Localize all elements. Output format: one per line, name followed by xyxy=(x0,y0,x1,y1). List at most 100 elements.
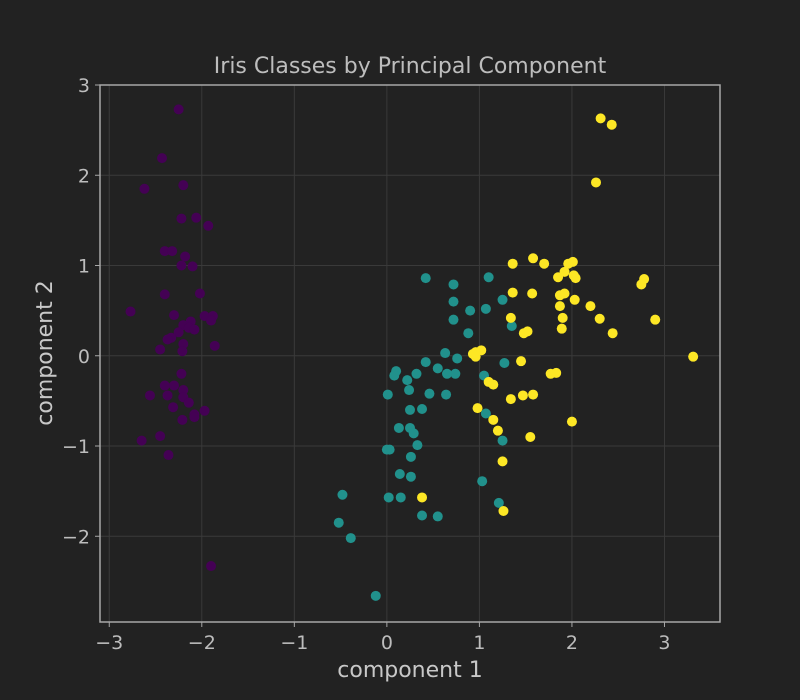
data-point xyxy=(177,414,188,425)
data-point xyxy=(452,353,463,364)
data-point xyxy=(405,451,416,462)
data-point xyxy=(556,323,567,334)
data-point xyxy=(569,294,580,305)
data-point xyxy=(420,357,431,368)
data-point xyxy=(480,303,491,314)
data-point xyxy=(507,258,518,269)
series-3 xyxy=(417,113,699,516)
data-point xyxy=(545,368,556,379)
data-point xyxy=(539,258,550,269)
data-point xyxy=(606,119,617,130)
data-point xyxy=(412,440,423,451)
y-tick-label: −2 xyxy=(62,526,90,548)
data-point xyxy=(497,294,508,305)
data-point xyxy=(554,290,565,301)
x-tick-label: 1 xyxy=(473,632,485,654)
x-axis-label: component 1 xyxy=(337,658,482,683)
data-point xyxy=(178,180,189,191)
data-point xyxy=(527,288,538,299)
data-point xyxy=(594,313,605,324)
data-point xyxy=(472,403,483,414)
axis-ticks: −3 −2 −1 0 1 2 3 −2 −1 0 1 2 3 xyxy=(62,75,671,654)
data-point xyxy=(477,476,488,487)
data-point xyxy=(480,408,491,419)
data-point xyxy=(187,261,198,272)
data-point xyxy=(595,113,606,124)
data-point xyxy=(404,385,415,396)
data-point xyxy=(528,253,539,264)
data-point xyxy=(402,375,413,386)
data-point xyxy=(448,279,459,290)
data-point xyxy=(424,388,435,399)
data-point xyxy=(497,435,508,446)
data-point xyxy=(333,517,344,528)
y-axis-label: component 2 xyxy=(33,280,58,425)
data-point xyxy=(159,380,170,391)
data-point xyxy=(505,312,516,323)
data-point xyxy=(169,310,180,321)
data-point xyxy=(688,351,699,362)
data-point xyxy=(518,328,529,339)
data-point xyxy=(465,305,476,316)
data-point xyxy=(417,492,428,503)
x-tick-label: 0 xyxy=(381,632,393,654)
data-point xyxy=(167,246,178,257)
data-point xyxy=(162,334,173,345)
data-point xyxy=(492,425,503,436)
x-tick-label: 3 xyxy=(658,632,670,654)
data-point xyxy=(448,314,459,325)
data-point xyxy=(591,177,601,188)
data-point xyxy=(189,412,200,423)
data-point xyxy=(517,390,528,401)
data-point xyxy=(176,368,187,379)
data-point xyxy=(389,370,400,381)
data-point xyxy=(199,405,210,416)
series-2 xyxy=(333,272,517,601)
data-point xyxy=(567,256,578,267)
data-point xyxy=(448,296,459,307)
data-point xyxy=(432,511,443,522)
data-point xyxy=(173,104,184,115)
data-point xyxy=(189,324,200,335)
data-point xyxy=(139,183,150,194)
data-point xyxy=(168,402,179,413)
chart-title: Iris Classes by Principal Component xyxy=(214,54,607,79)
data-point xyxy=(498,505,509,516)
data-point xyxy=(557,312,568,323)
data-point xyxy=(136,435,147,446)
data-point xyxy=(432,363,443,374)
data-point xyxy=(493,497,504,508)
y-tick-label: 2 xyxy=(78,165,90,187)
data-point xyxy=(488,379,499,390)
data-point xyxy=(507,287,518,298)
data-point xyxy=(505,394,516,405)
data-point xyxy=(370,590,381,601)
data-point xyxy=(144,390,155,401)
data-point xyxy=(470,351,481,362)
data-point xyxy=(570,273,581,284)
data-point xyxy=(525,431,536,442)
data-point xyxy=(585,301,596,312)
data-point xyxy=(417,404,428,415)
data-point xyxy=(442,368,453,379)
data-point xyxy=(178,385,189,396)
series-1 xyxy=(125,104,220,572)
data-point xyxy=(497,456,508,467)
data-point xyxy=(554,301,565,312)
data-point xyxy=(381,444,392,455)
data-point xyxy=(206,315,217,326)
data-point xyxy=(162,390,173,401)
y-tick-label: 1 xyxy=(78,256,90,278)
data-point xyxy=(194,288,205,299)
data-point xyxy=(405,404,415,415)
data-point xyxy=(176,213,187,224)
data-point xyxy=(408,428,419,439)
data-point xyxy=(636,279,647,290)
data-point xyxy=(393,422,404,433)
data-point xyxy=(499,357,510,368)
data-point xyxy=(183,397,194,408)
data-point xyxy=(177,346,188,357)
data-point xyxy=(163,450,174,461)
